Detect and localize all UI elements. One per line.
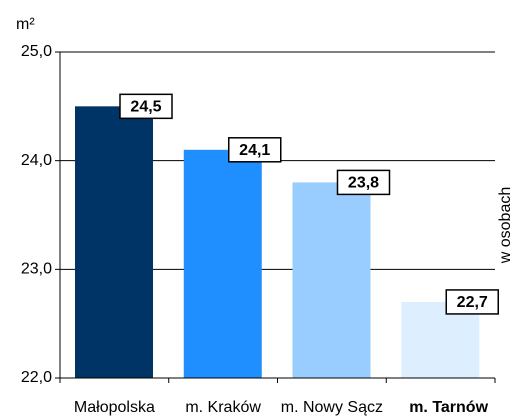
y-tick-label: 23,0 [21, 261, 52, 278]
value-label: 22,7 [457, 294, 488, 311]
bar [292, 182, 371, 378]
value-label: 24,1 [239, 142, 270, 159]
x-tick-label: m. Tarnów [409, 399, 488, 416]
value-label-box [119, 93, 173, 120]
y-tick-label: 24,0 [21, 152, 52, 169]
x-tick-label: m. Kraków [185, 399, 261, 416]
value-label-box [445, 289, 499, 315]
bar [75, 106, 153, 378]
value-label: 24,5 [130, 99, 161, 116]
value-label-box [336, 169, 391, 196]
value-label: 23,8 [348, 175, 379, 192]
y-tick-label: 25,0 [21, 43, 52, 60]
y-unit: m² [16, 16, 35, 33]
value-label-box [228, 137, 282, 163]
x-tick-label: m. Nowy Sącz [281, 399, 383, 416]
bar [183, 149, 262, 378]
side-label: w osobach [497, 187, 514, 265]
x-tick-label: Małopolska [74, 399, 155, 416]
y-tick-label: 22,0 [21, 369, 52, 386]
